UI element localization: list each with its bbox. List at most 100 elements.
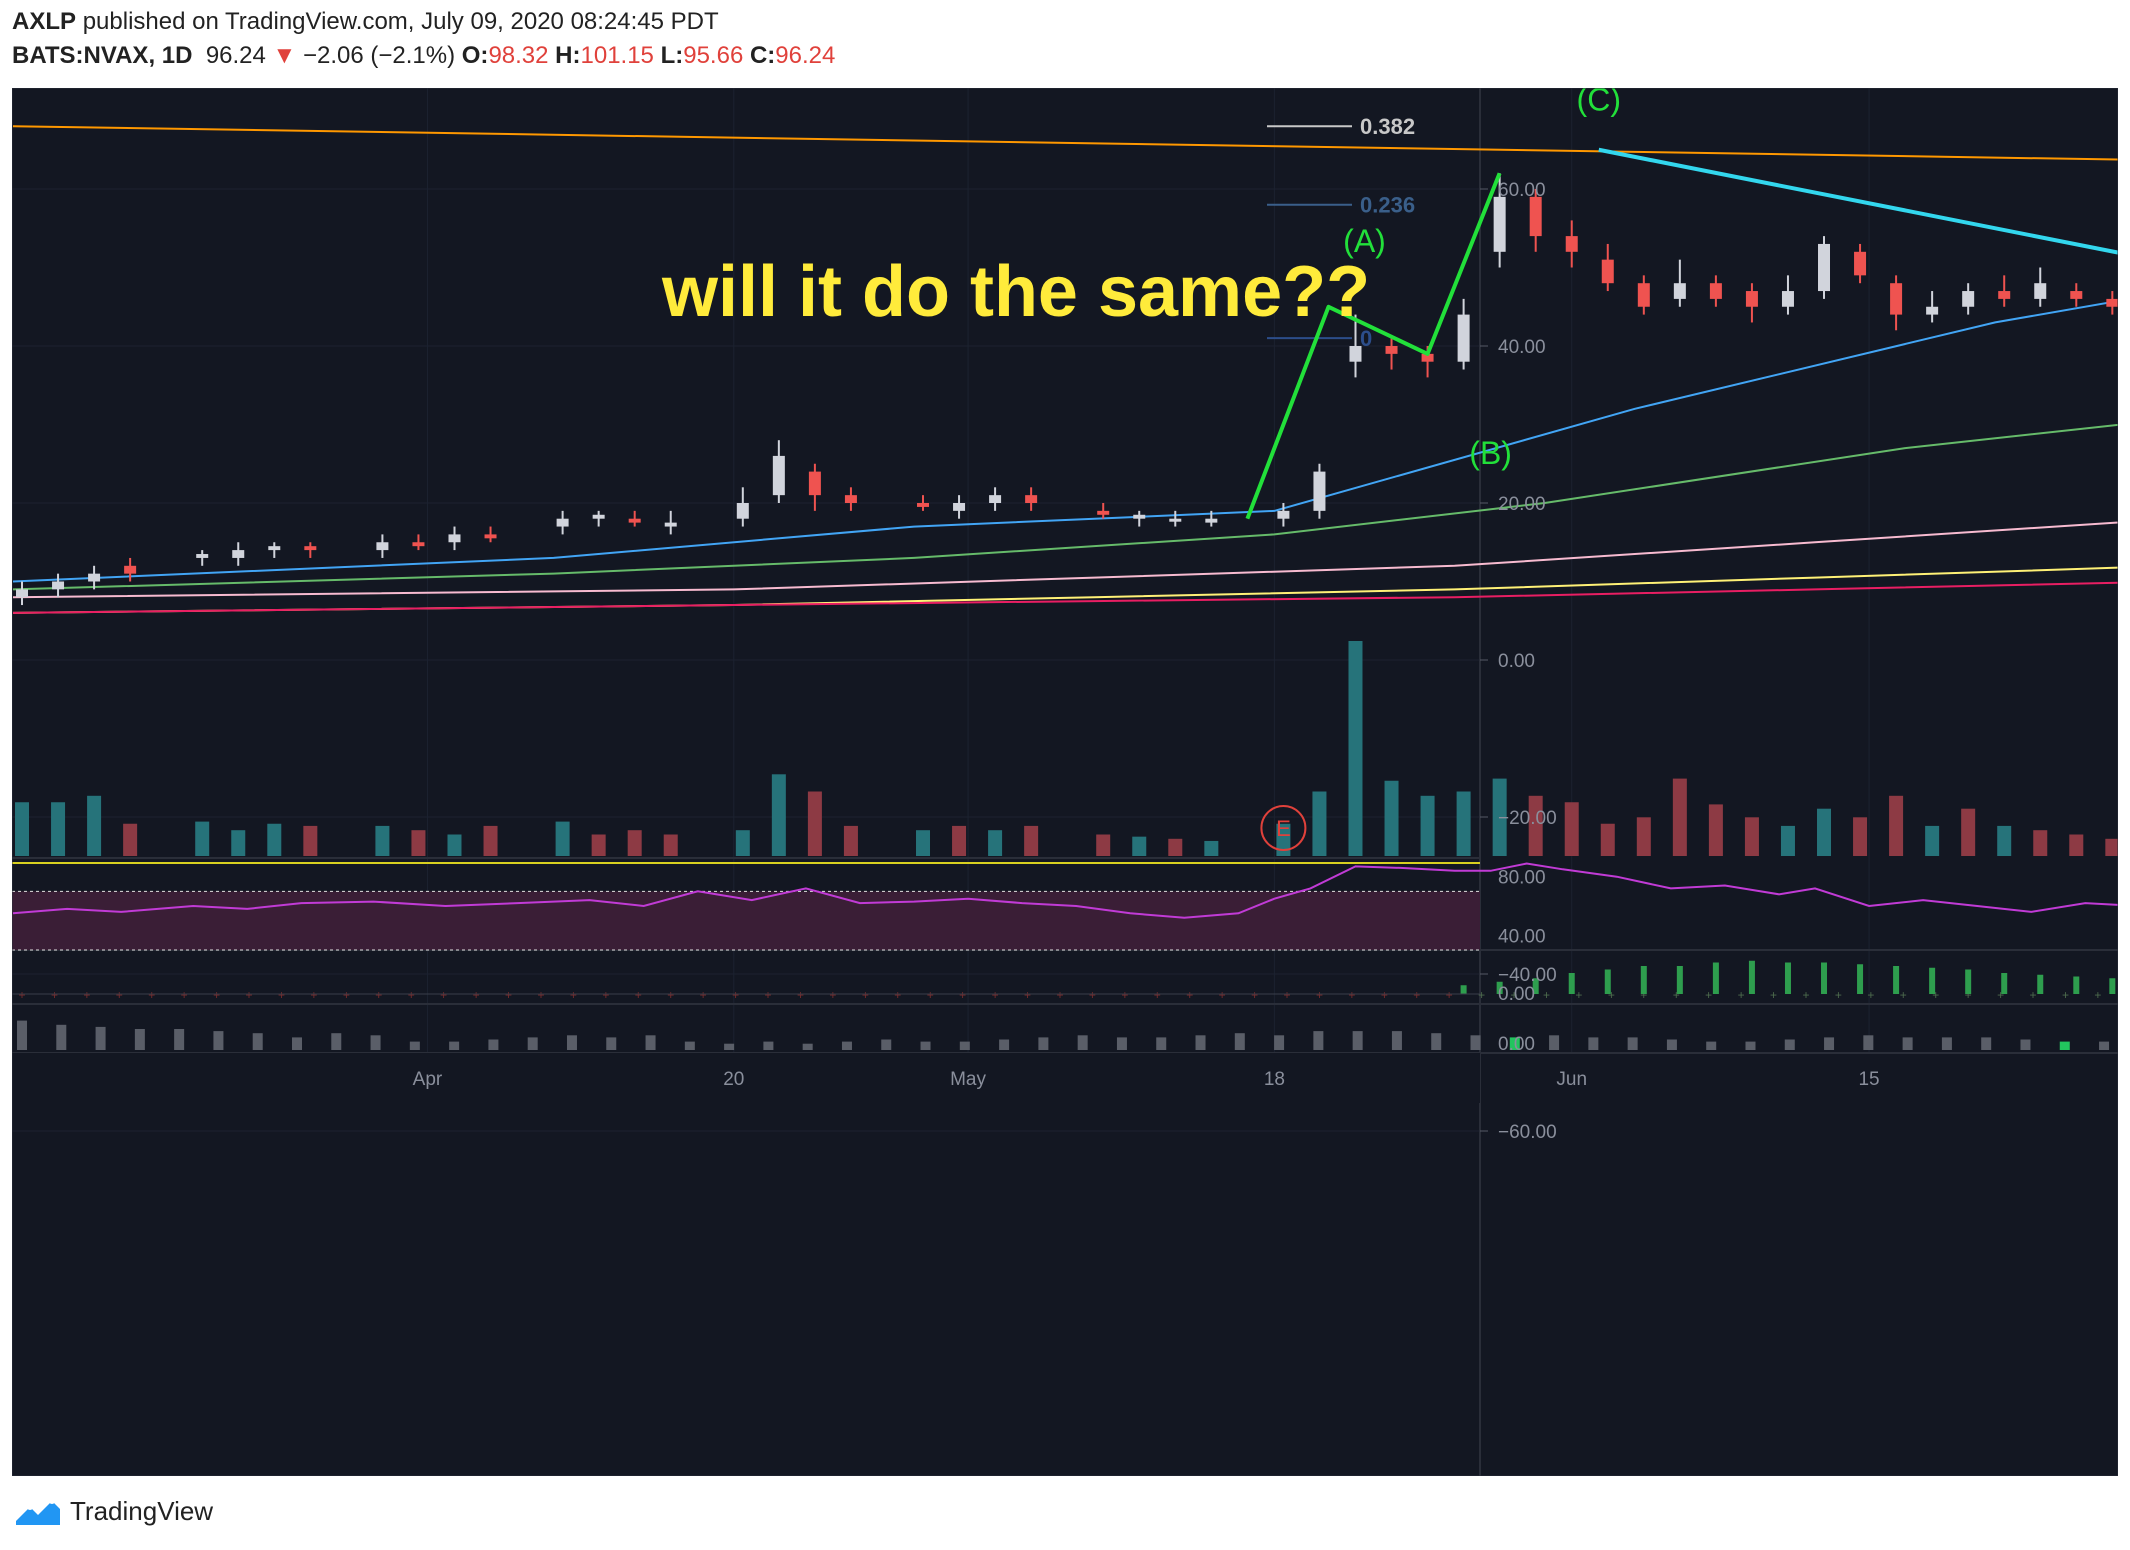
osc1-bar: [1893, 966, 1900, 994]
candle-body: [1781, 291, 1794, 307]
osc2-bar: [959, 1041, 970, 1050]
volume-bar: [1456, 791, 1471, 856]
osc-dot: +: [1251, 988, 1258, 1002]
osc2-bar: [1116, 1037, 1127, 1050]
osc2-bar: [1745, 1041, 1756, 1050]
volume-bar: [1348, 641, 1363, 856]
volume-bar: [1312, 791, 1327, 856]
volume-bar: [195, 821, 210, 856]
candle-body: [772, 455, 785, 496]
candle-body: [1745, 291, 1758, 307]
candle-body: [1529, 196, 1542, 237]
volume-bar: [231, 830, 246, 856]
osc2-bar: [2020, 1039, 2031, 1050]
osc-dot: +: [1446, 988, 1453, 1002]
volume-bar: [807, 791, 822, 856]
wave-label: (B): [1469, 435, 1512, 471]
candle-body: [1818, 243, 1831, 292]
candle-body: [1998, 291, 2011, 299]
osc2-bar: [1627, 1037, 1638, 1050]
osc1-bar: [1965, 969, 1972, 994]
price-tick-label: 0.00: [1498, 651, 1535, 672]
candle-body: [124, 565, 137, 574]
osc-dot: +: [1089, 988, 1096, 1002]
volume-bar: [1636, 817, 1651, 856]
osc-dot: +: [148, 988, 155, 1002]
candle-body: [1025, 495, 1038, 503]
tradingview-footer: TradingView: [14, 1496, 213, 1527]
osc2-bar: [920, 1041, 931, 1050]
price-change: −2.06 (−2.1%): [302, 42, 456, 69]
volume-bar: [1744, 817, 1759, 856]
moving-average-line: [12, 520, 2130, 599]
volume-bar: [123, 823, 138, 856]
high-label: H:: [555, 42, 581, 69]
arrow-line: [1598, 147, 2130, 257]
open-value: 98.32: [488, 42, 549, 69]
osc-dot: +: [1121, 988, 1128, 1002]
osc2-bar: [2099, 1041, 2110, 1050]
candle-body: [592, 514, 605, 519]
osc-dot: +: [765, 988, 772, 1002]
chart-canvas[interactable]: 1.6181.27210.7860.6180.50.3820.2360(A)(B…: [11, 0, 2130, 1477]
price-tick-label: 40.00: [1498, 337, 1546, 358]
osc1-bar: [1496, 981, 1503, 994]
osc-dot: +: [505, 988, 512, 1002]
osc-dot: +: [1511, 988, 1518, 1002]
candle-body: [628, 518, 641, 523]
candle-body: [2070, 291, 2083, 299]
osc-dot: +: [181, 988, 188, 1002]
osc-dot: +: [19, 988, 26, 1002]
high-value: 101.15: [580, 42, 654, 69]
volume-bar: [15, 802, 30, 856]
osc2-bar: [802, 1043, 813, 1050]
volume-bar: [771, 774, 786, 856]
symbol-label[interactable]: BATS:NVAX, 1D: [12, 42, 193, 69]
candle-body: [989, 495, 1002, 503]
volume-bar: [1276, 823, 1291, 856]
osc-dot: +: [829, 988, 836, 1002]
volume-bar: [375, 825, 390, 856]
chart-area[interactable]: 1.6181.27210.7860.6180.50.3820.2360(A)(B…: [11, 0, 2130, 1477]
candle-body: [268, 546, 281, 551]
candle-body: [736, 503, 749, 519]
osc2-bar: [881, 1039, 892, 1050]
osc-dot: +: [1186, 988, 1193, 1002]
osc-dot: +: [51, 988, 58, 1002]
candle-body: [196, 554, 209, 558]
osc2-bar: [1274, 1035, 1285, 1050]
osc2-bar: [1706, 1041, 1717, 1050]
osc-dot: +: [1835, 988, 1842, 1002]
volume-bar: [1420, 795, 1435, 856]
candle-body: [2106, 298, 2119, 307]
osc-dot: +: [246, 988, 253, 1002]
osc2-bar: [527, 1037, 538, 1050]
candle-body: [1926, 306, 1939, 315]
osc1-bar: [1568, 973, 1575, 994]
candle-body: [1854, 251, 1867, 276]
osc-dot: +: [473, 988, 480, 1002]
osc-dot: +: [1575, 988, 1582, 1002]
volume-bar: [51, 802, 66, 856]
osc-dot: +: [408, 988, 415, 1002]
osc-dot: +: [1770, 988, 1777, 1002]
candle-body: [52, 581, 65, 590]
price-tick-label: −40.00: [1498, 965, 1557, 986]
osc-dot: +: [862, 988, 869, 1002]
osc-dot: +: [1478, 988, 1485, 1002]
volume-bar: [1708, 804, 1723, 856]
osc-dot: +: [1997, 988, 2004, 1002]
volume-bar: [1096, 834, 1111, 856]
osc1-bar: [1784, 962, 1791, 994]
osc-dot: +: [894, 988, 901, 1002]
osc2-bar: [56, 1024, 67, 1050]
osc-dot: +: [635, 988, 642, 1002]
volume-bar: [627, 830, 642, 856]
volume-bar: [1204, 840, 1219, 856]
time-axis-label: 18: [1264, 1069, 1285, 1090]
close-label: C:: [749, 42, 776, 69]
osc-dot: +: [1705, 988, 1712, 1002]
osc2-bar: [684, 1041, 695, 1050]
moving-average-line: [12, 297, 2130, 583]
candle-body: [1205, 518, 1218, 523]
